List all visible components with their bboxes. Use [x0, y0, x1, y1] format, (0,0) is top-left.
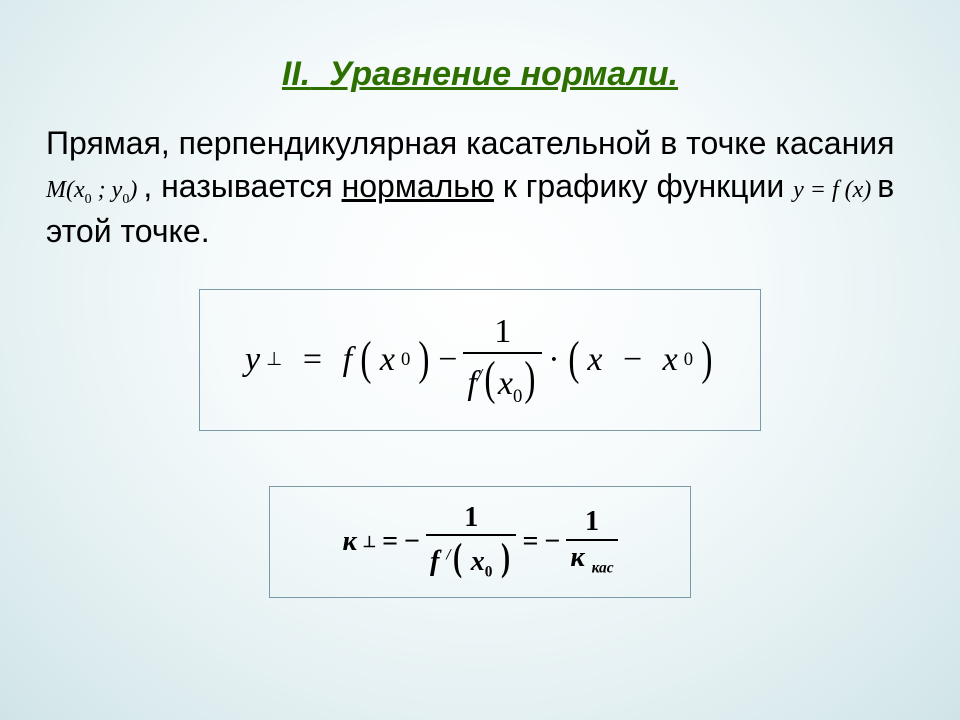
- f1-x: x: [587, 341, 602, 379]
- text-line-1b: , называется: [143, 168, 341, 204]
- f2-den1-prime: /: [446, 547, 450, 564]
- f1-lp1: (: [360, 336, 371, 384]
- f2-eq2: =: [522, 526, 538, 558]
- formula-normal-equation: y⊥ = f(x0) − 1 f/(x0) ·(x − x0): [245, 314, 715, 406]
- f2-frac1-num: 1: [460, 503, 482, 532]
- f1-den-rp: ): [525, 356, 536, 404]
- f1-lp2: (: [568, 336, 579, 384]
- f2-frac2-den: к кас: [566, 543, 617, 577]
- inline-math-func: y = f (x): [793, 177, 877, 203]
- f2-frac2-num: 1: [581, 507, 603, 536]
- math-fx: x: [853, 177, 864, 203]
- f2-den1-rp: ): [501, 538, 510, 577]
- f1-minus: −: [438, 341, 457, 379]
- f2-den1-f: f: [430, 546, 439, 577]
- f2-den1-x: x: [471, 546, 485, 577]
- f1-x0b: x: [663, 341, 678, 379]
- slide-heading: II. Уравнение нормали.: [40, 55, 920, 94]
- heading-numeral: II.: [282, 55, 310, 93]
- f1-cdot: ·: [548, 341, 559, 379]
- math-y: y: [112, 177, 123, 203]
- f2-den1-xsub: 0: [485, 564, 493, 581]
- f1-den-xsub: 0: [513, 385, 522, 406]
- f1-den-x: x: [498, 365, 513, 402]
- f2-frac1: 1 f /( x0 ): [426, 503, 516, 581]
- formula-slope: к ⊥ = − 1 f /( x0 ) = − 1 к кас: [342, 503, 617, 581]
- f1-x0b-sub: 0: [684, 349, 693, 371]
- math-feq: =: [810, 177, 826, 203]
- text-underlined-normal: нормалью: [342, 168, 494, 204]
- f1-frac-num: 1: [490, 314, 515, 350]
- inline-math-point-m: M(x0 ; y0): [46, 177, 143, 203]
- f2-frac2-bar: [566, 539, 617, 541]
- math-frp: ): [863, 177, 871, 203]
- math-flp: (: [845, 177, 853, 203]
- f1-fraction: 1 f/(x0): [463, 314, 542, 406]
- f2-perp: ⊥: [363, 533, 376, 552]
- slide: II. Уравнение нормали. Прямая, перпендик…: [0, 0, 960, 720]
- formula-box-normal-equation: y⊥ = f(x0) − 1 f/(x0) ·(x − x0): [199, 289, 761, 431]
- f1-f: f: [343, 341, 352, 379]
- f1-perp: ⊥: [266, 349, 282, 371]
- f2-k: к: [342, 526, 356, 558]
- f1-x0a-sub: 0: [401, 349, 410, 371]
- f1-frac-den: f/(x0): [463, 356, 542, 406]
- body-paragraph: Прямая, перпендикулярная касательной в т…: [40, 122, 920, 253]
- f1-den-f: f: [467, 365, 476, 402]
- f2-den1-lp: (: [453, 538, 462, 577]
- math-lparen: (: [66, 177, 74, 203]
- text-line-2a: к графику функции: [494, 168, 793, 204]
- math-x: x: [74, 177, 85, 203]
- math-ff: f: [832, 177, 839, 203]
- heading-title: Уравнение нормали.: [329, 55, 678, 93]
- math-fy: y: [793, 177, 804, 203]
- f2-frac1-den: f /( x0 ): [426, 538, 516, 581]
- f1-den-prime: /: [477, 365, 482, 386]
- math-M: M: [46, 177, 66, 203]
- f2-den2-sub: кас: [592, 559, 614, 576]
- math-x-sub: 0: [85, 192, 92, 207]
- math-rparen: ): [129, 177, 137, 203]
- f1-eq: =: [303, 341, 322, 379]
- text-line-1a: Прямая, перпендикулярная касательной в т…: [46, 125, 894, 161]
- f2-neg2: −: [544, 526, 560, 558]
- f2-neg1: −: [404, 526, 420, 558]
- f2-eq1: =: [382, 526, 398, 558]
- f1-y: y: [245, 341, 260, 379]
- f1-x0a: x: [380, 341, 395, 379]
- f1-rp1: ): [419, 336, 430, 384]
- formula-box-slope: к ⊥ = − 1 f /( x0 ) = − 1 к кас: [269, 486, 691, 598]
- math-sep: ;: [98, 177, 106, 203]
- f2-den2-k: к: [570, 542, 584, 573]
- f1-rp2: ): [701, 336, 712, 384]
- f1-minus2: −: [623, 341, 642, 379]
- f1-den-lp: (: [484, 356, 495, 404]
- f2-frac2: 1 к кас: [566, 507, 617, 576]
